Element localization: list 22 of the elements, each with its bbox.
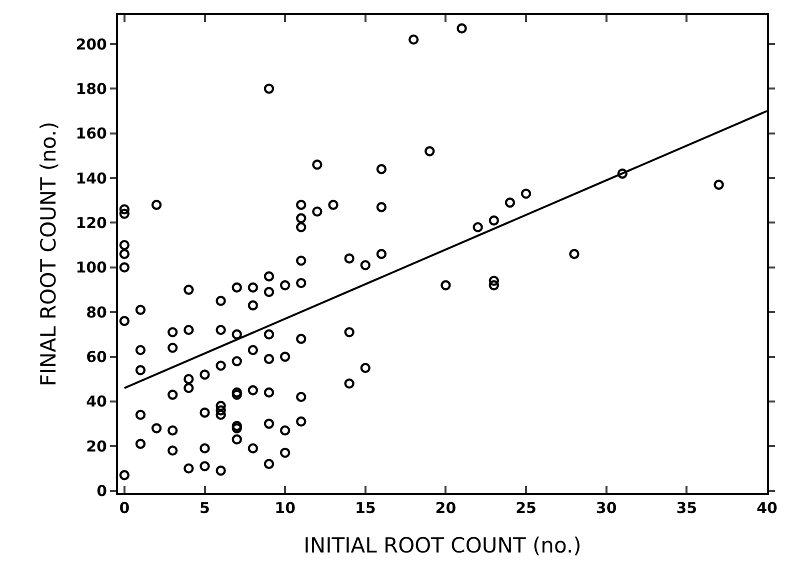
- x-tick-label: 15: [354, 499, 376, 517]
- x-tick-label: 5: [200, 499, 210, 517]
- y-tick-label: 20: [86, 437, 107, 456]
- x-tick-label: 0: [119, 499, 130, 517]
- x-tick-label: 10: [274, 499, 296, 517]
- y-tick-label: 80: [86, 303, 107, 322]
- x-tick-label: 40: [756, 499, 778, 517]
- y-axis-title: FINAL ROOT COUNT (no.): [36, 122, 60, 386]
- y-tick-label: 40: [86, 392, 107, 411]
- y-tick-label: 200: [76, 35, 107, 54]
- y-tick-label: 160: [76, 124, 107, 143]
- x-axis-title: INITIAL ROOT COUNT (no.): [304, 534, 582, 558]
- x-tick-label: 25: [516, 499, 536, 517]
- y-tick-label: 180: [76, 80, 107, 98]
- y-tick-label: 120: [76, 214, 107, 232]
- x-tick-label: 30: [596, 499, 617, 517]
- x-tick-label: 20: [435, 499, 456, 517]
- x-tick-label: 35: [676, 499, 698, 517]
- y-tick-label: 100: [76, 258, 107, 277]
- y-tick-label: 140: [76, 169, 107, 188]
- y-tick-label: 60: [86, 348, 107, 366]
- y-tick-label: 0: [96, 482, 107, 500]
